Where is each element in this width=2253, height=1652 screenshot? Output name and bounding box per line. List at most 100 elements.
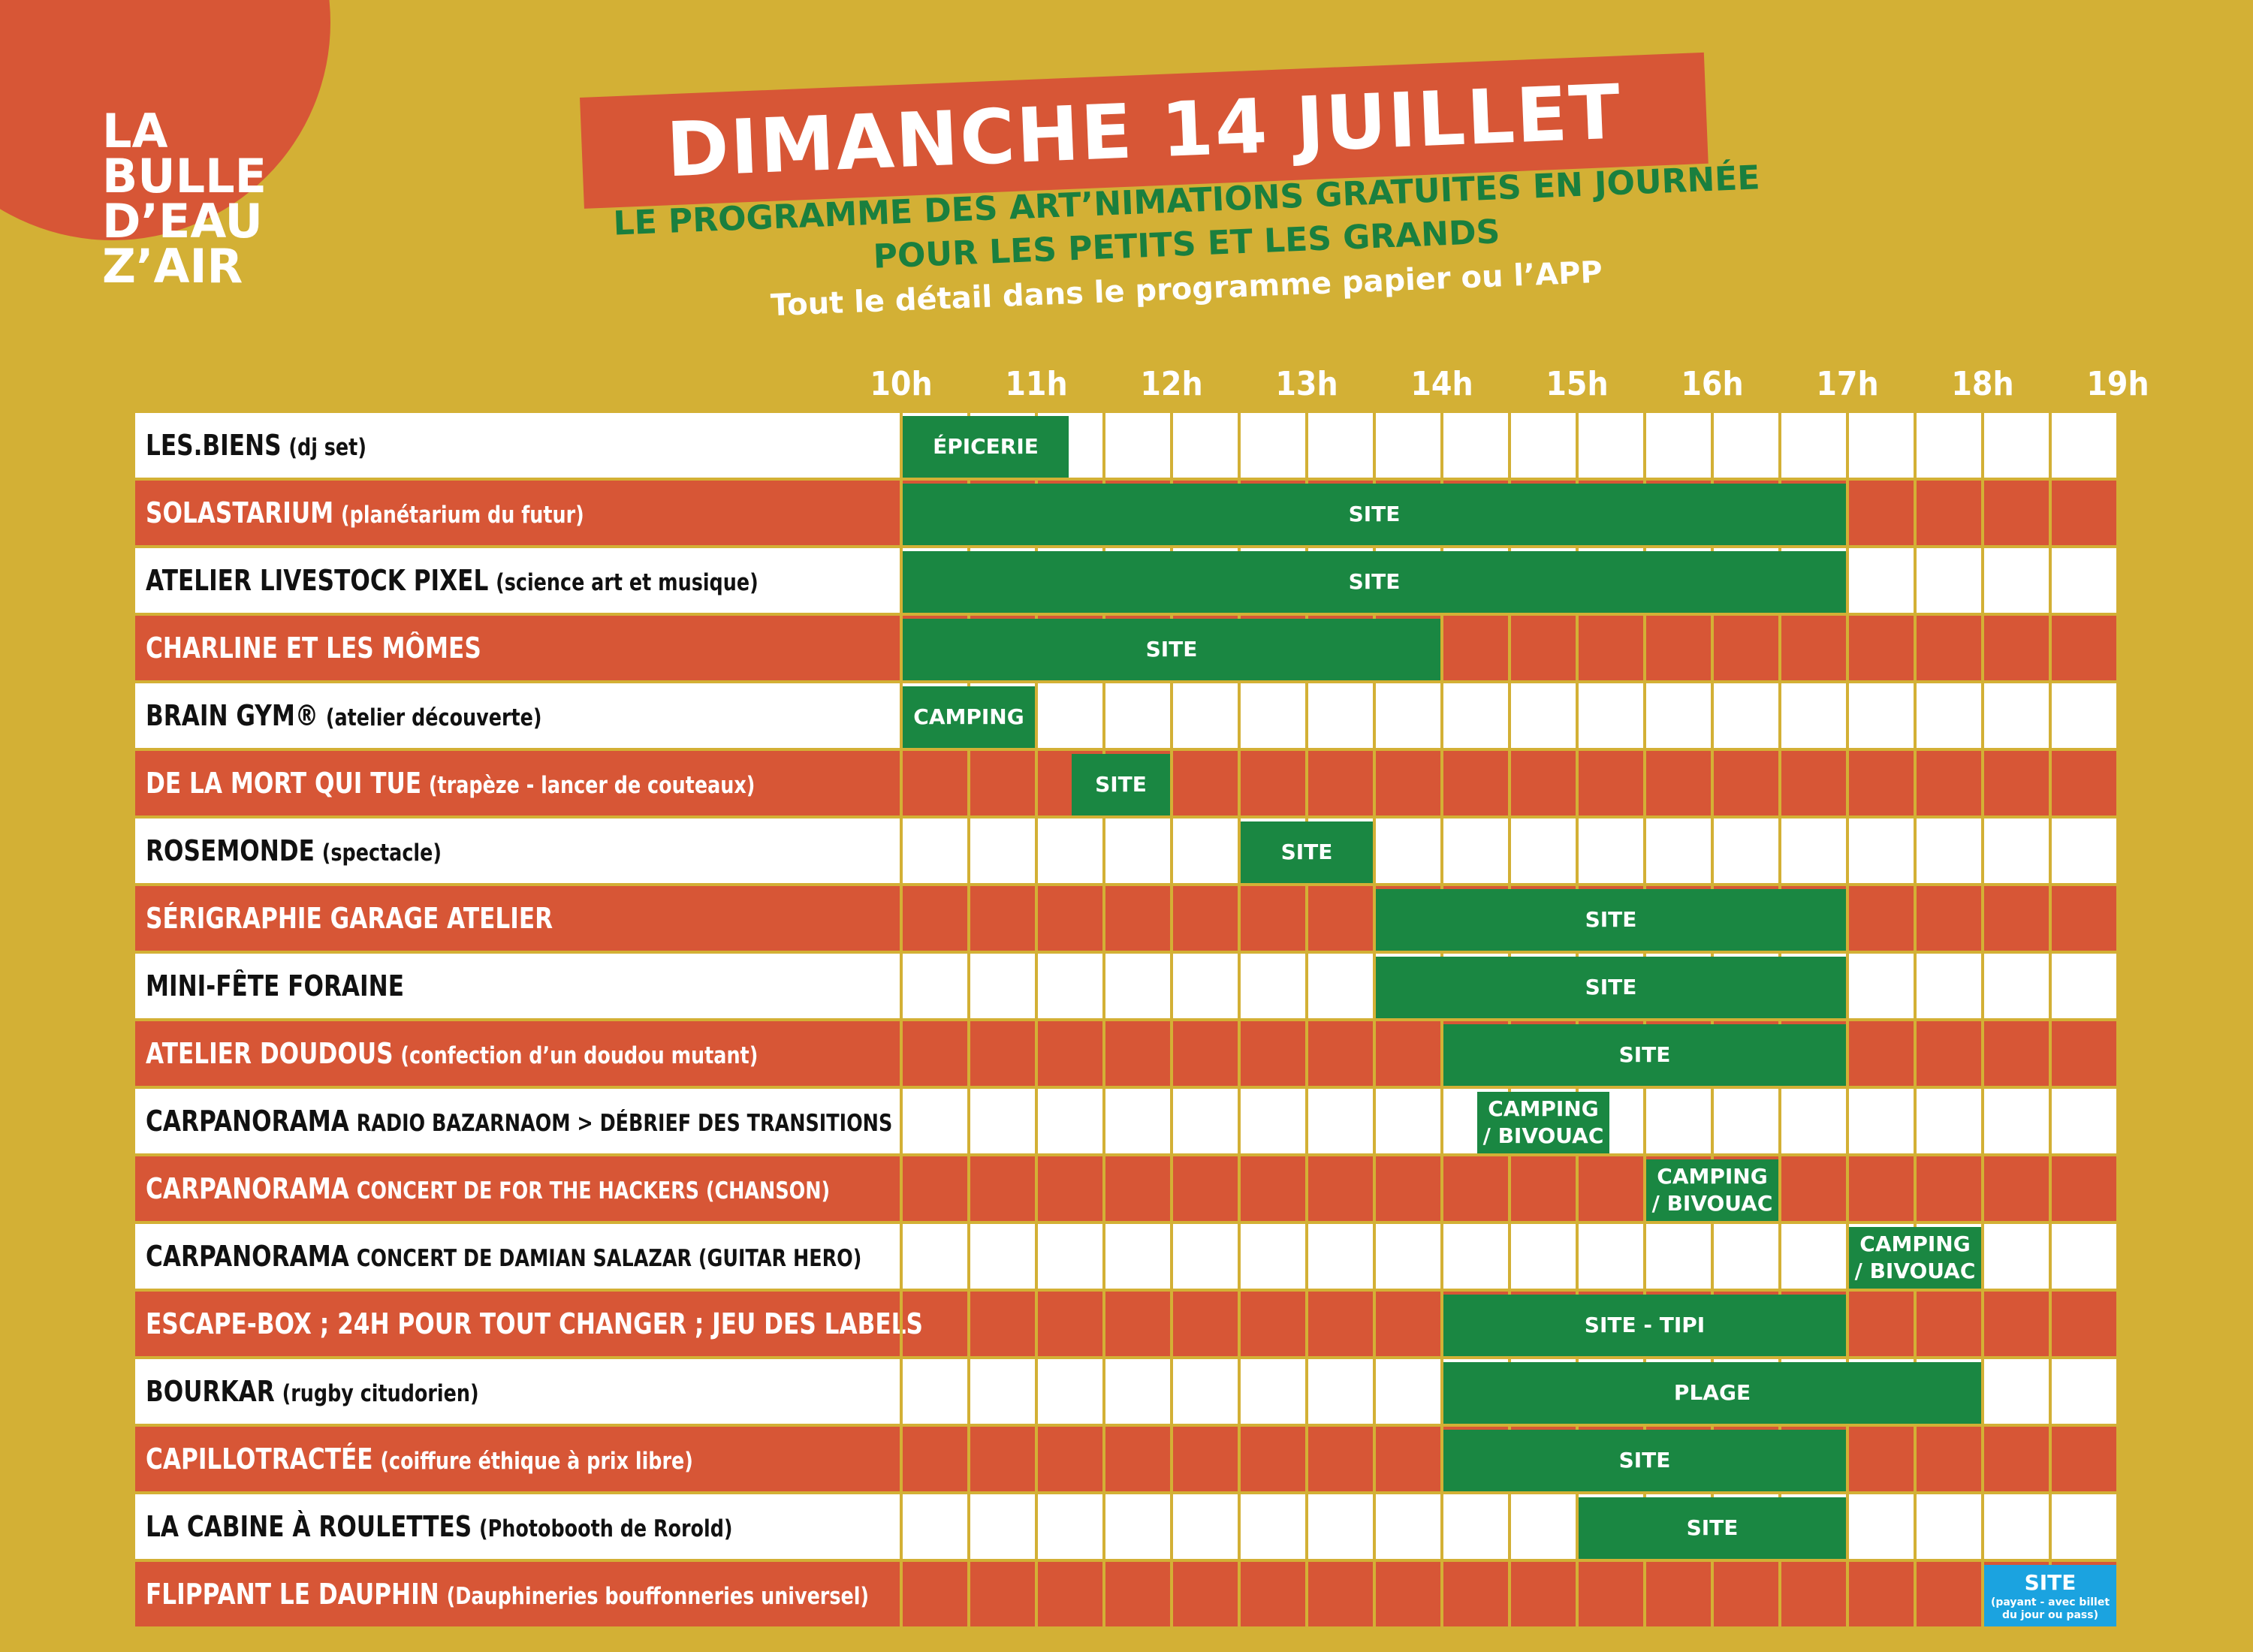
activity-label: SOLASTARIUM (planétarium du futur) (146, 481, 897, 545)
time-cell (1576, 818, 1643, 883)
time-cell (1238, 413, 1305, 478)
time-cell (1711, 1224, 1778, 1289)
time-cell (1778, 751, 1846, 815)
event-slot[interactable]: SITE (1376, 889, 1846, 951)
time-cell (1102, 1359, 1170, 1424)
event-location: CAMPING / BIVOUAC (1651, 1164, 1773, 1216)
time-cell (1508, 1156, 1576, 1221)
event-slot[interactable]: SITE (1241, 821, 1373, 883)
time-cell (2116, 1359, 2184, 1424)
schedule-row: SOLASTARIUM (planétarium du futur) SITE (135, 481, 2119, 545)
time-cell (1440, 413, 1508, 478)
time-cell (2116, 616, 2184, 680)
row-divider (135, 815, 2116, 818)
time-cell (1846, 886, 1914, 951)
event-slot[interactable]: SITE (1443, 1430, 1846, 1491)
time-cell (1981, 954, 2049, 1018)
schedule-row: FLIPPANT LE DAUPHIN (Dauphineries bouffon… (135, 1562, 2119, 1626)
time-cell (1373, 413, 1440, 478)
time-cell (1643, 683, 1711, 748)
time-cell (967, 1021, 1035, 1086)
row-divider (135, 1289, 2116, 1292)
event-slot[interactable]: SITE (1579, 1497, 1846, 1559)
time-cell (900, 481, 967, 545)
row-divider (135, 1491, 2116, 1494)
time-cell (1508, 1224, 1576, 1289)
schedule-row: MINI-FÊTE FORAINE SITE (135, 954, 2119, 1018)
schedule-row: ROSEMONDE (spectacle) SITE (135, 818, 2119, 883)
event-slot[interactable]: SITE (903, 619, 1440, 680)
row-divider (135, 613, 2116, 616)
time-cell (900, 818, 967, 883)
time-cell (900, 1427, 967, 1491)
event-slot[interactable]: SITE (1072, 754, 1170, 815)
time-cell (1981, 1224, 2049, 1289)
schedule-row: CARPANORAMA CONCERT DE FOR THE HACKERS (C… (135, 1156, 2119, 1221)
activity-detail: (Dauphineries bouffonneries universel) (446, 1583, 870, 1610)
event-location: CAMPING / BIVOUAC (1854, 1231, 1976, 1283)
time-cell (1102, 1494, 1170, 1559)
event-slot[interactable]: ÉPICERIE (903, 416, 1069, 478)
activity-label: CHARLINE ET LES MÔMES (146, 616, 897, 680)
time-cell (1373, 818, 1440, 883)
event-slot[interactable]: CAMPING (903, 686, 1035, 748)
event-location: SITE (1348, 569, 1401, 594)
event-slot[interactable]: SITE (903, 484, 1846, 545)
time-cell (1981, 413, 2049, 478)
time-cell (1102, 413, 1170, 478)
time-cell (900, 1089, 967, 1153)
time-cell (1170, 886, 1238, 951)
time-cell (1035, 818, 1102, 883)
event-location: SITE (1585, 975, 1637, 999)
time-cell (900, 1562, 967, 1626)
time-cell (1846, 1562, 1914, 1626)
time-cell (900, 1359, 967, 1424)
time-cell (1711, 818, 1778, 883)
activity-detail: (trapèze - lancer de couteaux) (428, 772, 756, 799)
time-cell (1035, 1089, 1102, 1153)
time-cell (2049, 1224, 2116, 1289)
time-cell (1778, 616, 1846, 680)
time-cell (900, 683, 967, 748)
time-cell (900, 751, 967, 815)
time-cell (1238, 886, 1305, 951)
event-slot[interactable]: SITE (1443, 1024, 1846, 1086)
event-slot[interactable]: CAMPING / BIVOUAC (1646, 1159, 1778, 1221)
schedule-row: CAPILLOTRACTÉE (coiffure éthique à prix l… (135, 1427, 2119, 1491)
time-cell (1576, 1224, 1643, 1289)
time-cell (1238, 1224, 1305, 1289)
time-cell (1914, 413, 1981, 478)
event-location: SITE (1145, 637, 1198, 662)
time-cell (1981, 1427, 2049, 1491)
time-cell (967, 1494, 1035, 1559)
festival-logo-text: LA BULLE D’EAU Z’AIR (102, 104, 267, 290)
time-cell (1170, 954, 1238, 1018)
event-location: SITE (1618, 1042, 1671, 1067)
time-cell (1576, 1156, 1643, 1221)
row-divider (135, 883, 2116, 886)
time-cell (900, 1224, 967, 1289)
time-cell (967, 954, 1035, 1018)
logo-line: LA (102, 104, 168, 158)
time-cell (1914, 1021, 1981, 1086)
activity-label: LA CABINE À ROULETTES (Photobooth de Roro… (146, 1494, 897, 1559)
event-slot[interactable]: SITE (1376, 957, 1846, 1018)
time-cell (967, 751, 1035, 815)
activity-label: BRAIN GYM® (atelier découverte) (146, 683, 897, 748)
event-slot[interactable]: SITE - TIPI (1443, 1295, 1846, 1356)
event-location: SITE (1348, 502, 1401, 526)
event-slot[interactable]: CAMPING / BIVOUAC (1849, 1227, 1981, 1289)
time-cell (1846, 1224, 1914, 1289)
activity-detail: (spectacle) (321, 840, 442, 867)
time-cell (967, 886, 1035, 951)
event-slot[interactable]: SITE (903, 551, 1846, 613)
time-cell (1576, 616, 1643, 680)
time-cell (2116, 886, 2184, 951)
event-slot[interactable]: PLAGE (1443, 1362, 1981, 1424)
time-cell (2049, 1292, 2116, 1356)
event-slot[interactable]: SITE (payant - avec billet du jour ou pas… (1984, 1565, 2116, 1626)
activity-label: ESCAPE-BOX ; 24H POUR TOUT CHANGER ; JEU… (146, 1292, 923, 1356)
activity-name: BOURKAR (146, 1375, 275, 1408)
event-slot[interactable]: CAMPING / BIVOUAC (1477, 1092, 1609, 1153)
time-cell (1508, 683, 1576, 748)
